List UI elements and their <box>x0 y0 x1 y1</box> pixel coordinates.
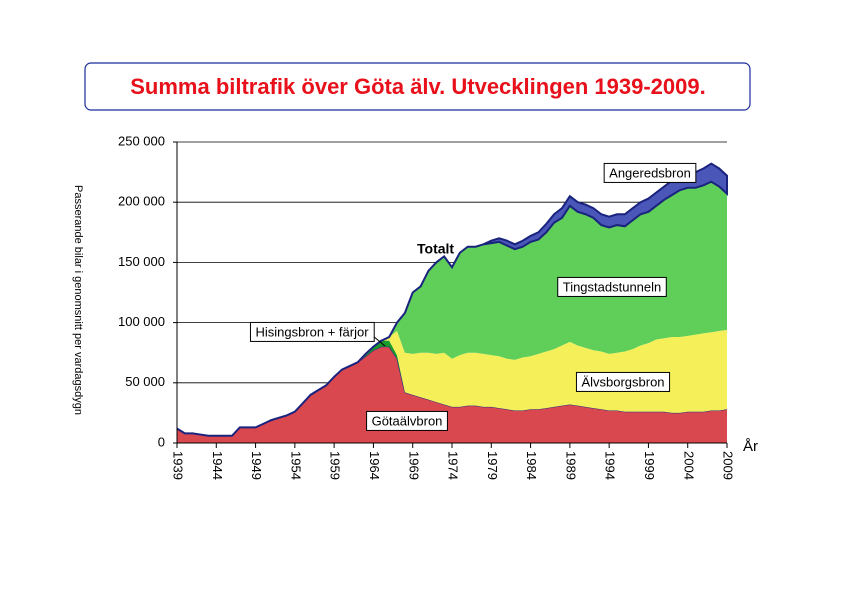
y-tick-label: 250 000 <box>118 133 165 148</box>
x-tick-label: 2009 <box>721 451 736 480</box>
series-label-box <box>557 276 667 297</box>
x-tick-label: 1989 <box>563 451 578 480</box>
x-tick-label: 1959 <box>328 451 343 480</box>
x-tick-label: 1944 <box>210 451 225 480</box>
x-tick-label: 1969 <box>406 451 421 480</box>
series-label-box <box>249 321 375 342</box>
area <box>177 181 727 436</box>
series-label-box <box>603 162 697 183</box>
x-tick-label: 1974 <box>446 451 461 480</box>
area <box>177 329 727 436</box>
y-tick-label: 50 000 <box>125 374 165 389</box>
total-label: Totalt <box>417 241 454 257</box>
area <box>177 346 727 443</box>
y-tick-label: 100 000 <box>118 314 165 329</box>
x-tick-label: 1949 <box>249 451 264 480</box>
title-box <box>84 62 751 111</box>
chart-title: Summa biltrafik över Göta älv. Utvecklin… <box>130 74 706 99</box>
series-label-box <box>575 371 671 392</box>
x-tick-label: 1939 <box>171 451 186 480</box>
x-tick-label: 1964 <box>367 451 382 480</box>
series-label: Hisingsbron + färjor <box>255 324 369 339</box>
area <box>176 162 728 437</box>
series-label: Angeredsbron <box>609 165 691 180</box>
leader-line <box>373 336 386 347</box>
x-axis-label: År <box>743 438 758 455</box>
x-tick-label: 1984 <box>524 451 539 480</box>
y-tick-label: 150 000 <box>118 254 165 269</box>
y-tick-label: 200 000 <box>118 194 165 209</box>
y-tick-label: 0 <box>158 434 165 449</box>
x-tick-label: 1979 <box>485 451 500 480</box>
x-tick-label: 2004 <box>681 451 696 480</box>
x-tick-label: 1994 <box>603 451 618 480</box>
y-axis-label: Passerande bilar i genomsnitt per vardag… <box>72 185 84 415</box>
x-tick-label: 1954 <box>288 451 303 480</box>
series-label: Tingstadstunneln <box>563 279 662 294</box>
series-label: Älvsborgsbron <box>581 374 664 389</box>
series-label: Götaälvbron <box>372 413 443 428</box>
x-tick-label: 1999 <box>642 451 657 480</box>
series-label-box <box>366 410 448 431</box>
